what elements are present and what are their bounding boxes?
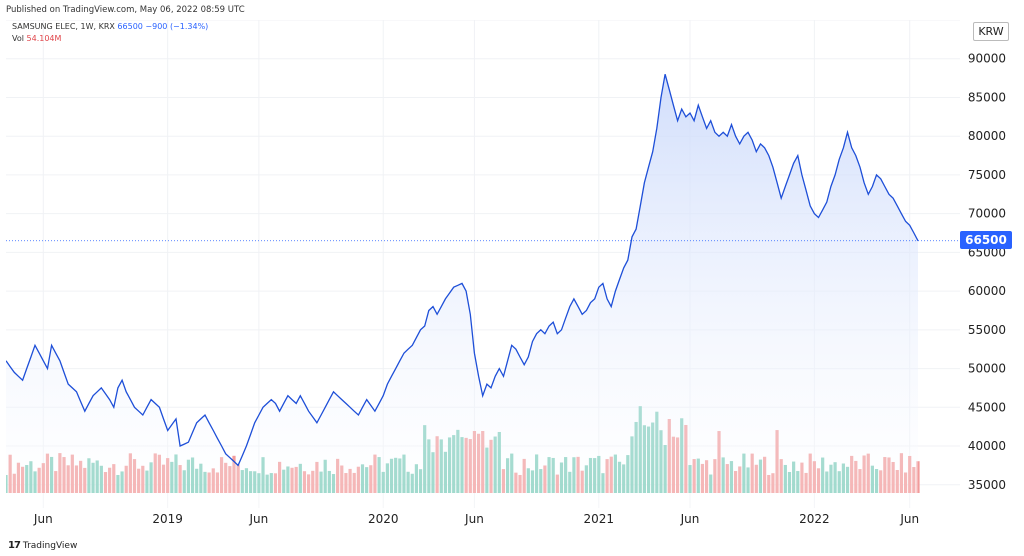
legend-change: −900 (−1.34%): [145, 22, 209, 31]
x-tick-label: 2022: [799, 512, 830, 526]
y-tick-label: 40000: [968, 439, 1006, 453]
x-tick-label: 2020: [368, 512, 399, 526]
y-tick-label: 90000: [968, 52, 1006, 66]
y-tick-label: 55000: [968, 323, 1006, 337]
y-tick-label: 70000: [968, 207, 1006, 221]
legend-volume-value: 54.104M: [26, 34, 62, 43]
tradingview-logo-icon: 17: [8, 540, 21, 551]
legend-volume-label: Vol: [12, 34, 24, 43]
x-tick-label: 2019: [152, 512, 183, 526]
x-tick-label: Jun: [33, 512, 53, 526]
brand-name: TradingView: [22, 540, 78, 551]
chart-legend: SAMSUNG ELEC, 1W, KRX 66500 −900 (−1.34%…: [12, 21, 208, 45]
x-tick-label: Jun: [464, 512, 484, 526]
price-area: [6, 74, 918, 508]
y-tick-label: 75000: [968, 168, 1006, 182]
legend-symbol: SAMSUNG ELEC, 1W, KRX: [12, 22, 115, 31]
price-line: [6, 74, 919, 467]
x-tick-label: Jun: [248, 512, 268, 526]
x-tick-label: Jun: [899, 512, 919, 526]
y-tick-label: 80000: [968, 129, 1006, 143]
y-tick-label: 45000: [968, 400, 1006, 414]
x-tick-label: 2021: [584, 512, 615, 526]
tradingview-brand[interactable]: 17 TradingView: [8, 540, 77, 551]
y-tick-label: 50000: [968, 362, 1006, 376]
currency-selector[interactable]: KRW: [973, 22, 1009, 41]
published-caption: Published on TradingView.com, May 06, 20…: [6, 5, 245, 15]
last-price-tag: 66500: [960, 231, 1012, 249]
y-tick-label: 85000: [968, 90, 1006, 104]
x-tick-label: Jun: [680, 512, 700, 526]
y-tick-label: 60000: [968, 284, 1006, 298]
y-tick-label: 35000: [968, 478, 1006, 492]
legend-last-price: 66500: [117, 22, 143, 31]
price-chart[interactable]: 3500040000450005000055000600006500070000…: [6, 20, 1024, 536]
